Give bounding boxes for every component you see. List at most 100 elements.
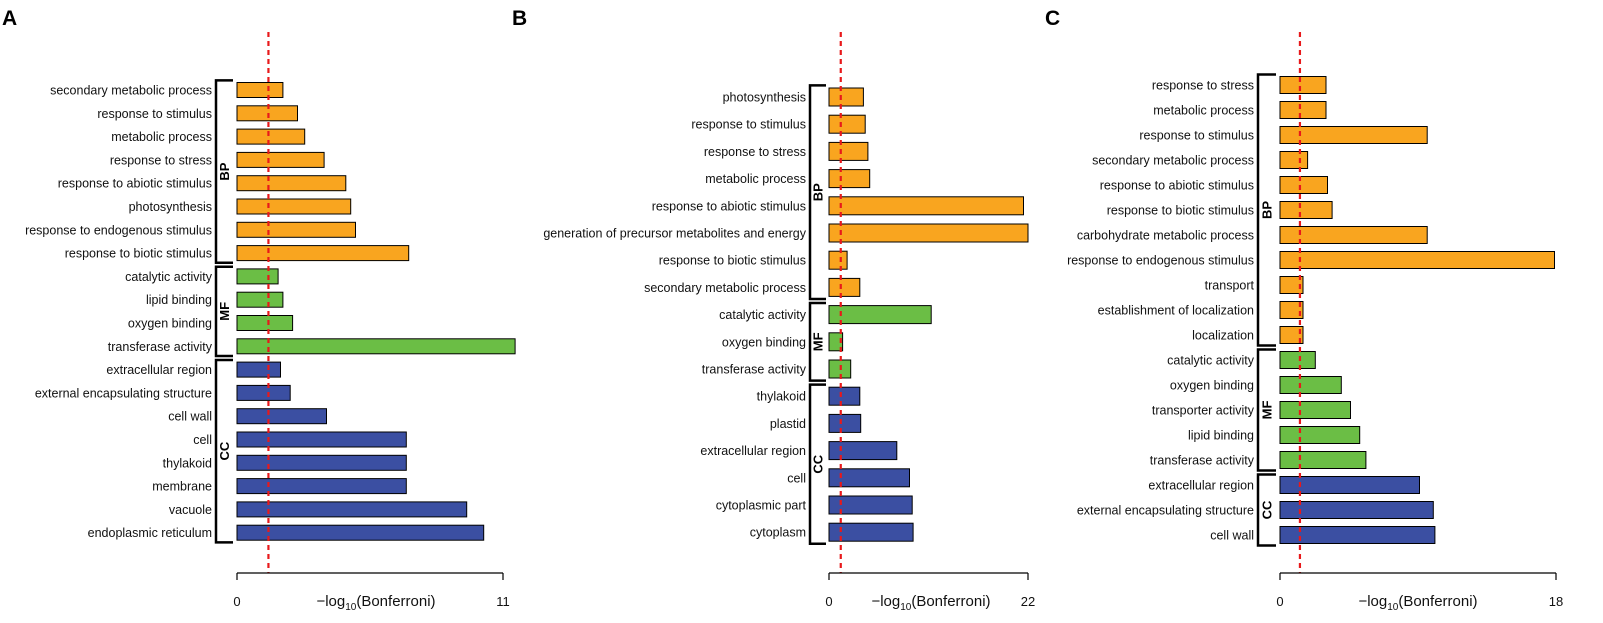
bar-bp — [1279, 301, 1304, 319]
category-label: transferase activity — [702, 363, 807, 377]
group-label: BP — [217, 162, 232, 180]
category-label: catalytic activity — [719, 308, 807, 322]
x-tick-label: 0 — [233, 594, 240, 609]
category-label: response to stimulus — [691, 118, 806, 132]
category-label: response to biotic stimulus — [65, 247, 212, 261]
category-label: extracellular region — [1148, 479, 1254, 493]
x-tick-label: 11 — [496, 594, 510, 609]
category-label: response to stress — [1152, 79, 1254, 93]
bar-mf — [236, 268, 279, 285]
group-label: MF — [811, 332, 826, 351]
x-tick-label: 0 — [825, 594, 832, 609]
category-label: oxygen binding — [128, 317, 212, 331]
bar-cc — [828, 468, 910, 488]
panel-letter: C — [1045, 7, 1060, 30]
group-bracket — [214, 79, 233, 264]
group-label: MF — [217, 302, 232, 321]
bar-cc — [236, 431, 407, 448]
category-label: localization — [1192, 329, 1254, 343]
category-label: cytoplasmic part — [716, 499, 807, 513]
group-label: BP — [1260, 201, 1275, 219]
bar-mf — [1279, 451, 1367, 469]
x-axis-label-subscript: 10 — [345, 602, 357, 613]
category-label: secondary metabolic process — [644, 281, 806, 295]
bar-bp — [236, 245, 410, 262]
bar-bp — [828, 250, 848, 270]
bar-mf — [236, 315, 294, 331]
bar-cc — [828, 413, 862, 433]
x-axis-label-prefix: −log — [871, 593, 900, 610]
bar-cc — [828, 386, 861, 406]
bar-bp — [828, 223, 1029, 243]
category-label: cell — [193, 433, 212, 447]
category-label: metabolic process — [1153, 104, 1254, 118]
x-axis-label-suffix: (Bonferroni) — [911, 593, 990, 610]
x-axis-label-suffix: (Bonferroni) — [356, 593, 435, 610]
category-label: secondary metabolic process — [1092, 154, 1254, 168]
category-label: carbohydrate metabolic process — [1077, 229, 1254, 243]
category-label: catalytic activity — [1167, 354, 1255, 368]
category-label: response to stress — [704, 145, 806, 159]
category-label: external encapsulating structure — [35, 386, 212, 400]
panel-letter: B — [512, 7, 527, 30]
x-axis-label: −log10(Bonferroni) — [1358, 593, 1477, 613]
bar-bp — [828, 196, 1024, 216]
group-bracket — [1256, 73, 1276, 347]
bar-bp — [236, 221, 356, 238]
category-label: thylakoid — [163, 456, 212, 470]
bar-cc — [236, 501, 468, 518]
category-label: cell wall — [168, 410, 212, 424]
category-label: response to abiotic stimulus — [58, 177, 212, 191]
category-label: endoplasmic reticulum — [88, 526, 212, 540]
bar-bp — [236, 105, 298, 122]
bar-bp — [236, 151, 325, 168]
category-label: response to stimulus — [97, 107, 212, 121]
bar-bp — [828, 141, 869, 161]
category-label: transporter activity — [1152, 404, 1255, 418]
group-label: BP — [811, 183, 826, 201]
category-label: lipid binding — [1188, 429, 1254, 443]
bar-bp — [1279, 276, 1304, 294]
bar-bp — [828, 169, 871, 189]
bar-cc — [828, 522, 914, 542]
x-axis-label-prefix: −log — [1358, 593, 1387, 610]
category-label: response to abiotic stimulus — [652, 199, 806, 213]
category-label: extracellular region — [700, 444, 806, 458]
category-label: response to endogenous stimulus — [1067, 254, 1254, 268]
category-label: establishment of localization — [1098, 304, 1254, 318]
category-label: transport — [1205, 279, 1255, 293]
bar-cc — [236, 408, 327, 425]
bar-mf — [828, 305, 932, 325]
bar-cc — [236, 361, 281, 378]
category-label: transferase activity — [108, 340, 213, 354]
category-label: external encapsulating structure — [1077, 504, 1254, 518]
group-bracket — [808, 84, 826, 301]
category-label: cytoplasm — [750, 526, 806, 540]
category-label: cell wall — [1210, 529, 1254, 543]
bar-bp — [828, 114, 866, 134]
category-label: transferase activity — [1150, 454, 1255, 468]
bar-cc — [236, 384, 291, 401]
bar-cc — [828, 495, 913, 515]
bar-bp — [236, 175, 347, 192]
category-label: catalytic activity — [125, 270, 213, 284]
bar-bp — [1279, 226, 1428, 244]
bar-bp — [1279, 151, 1309, 169]
bar-bp — [1279, 251, 1555, 269]
category-label: secondary metabolic process — [50, 84, 212, 98]
x-axis-label: −log10(Bonferroni) — [316, 593, 435, 613]
category-label: response to endogenous stimulus — [25, 223, 212, 237]
bar-bp — [236, 82, 284, 98]
group-label: CC — [1260, 500, 1275, 519]
x-tick-label: 0 — [1276, 594, 1283, 609]
category-label: thylakoid — [757, 390, 806, 404]
category-label: generation of precursor metabolites and … — [543, 227, 806, 241]
group-bracket — [1256, 473, 1276, 547]
bar-mf — [1279, 351, 1316, 369]
x-axis-label-subscript: 10 — [900, 602, 912, 613]
bar-bp — [828, 87, 864, 107]
bar-bp — [1279, 201, 1333, 219]
